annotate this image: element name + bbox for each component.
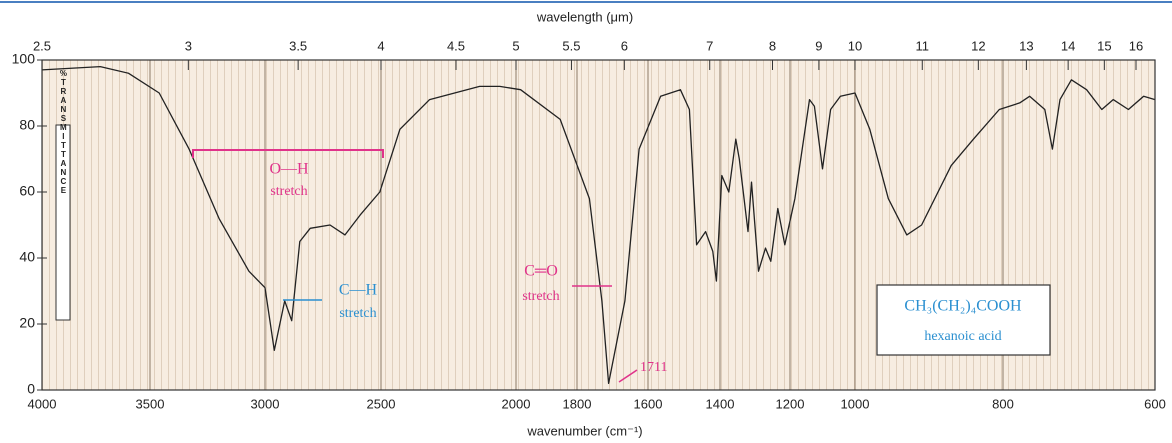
x-tick-label: 3500 <box>136 396 165 411</box>
co-label: stretch <box>522 289 559 304</box>
x2-tick-label: 8 <box>769 38 776 53</box>
x-tick-label: 1400 <box>706 396 735 411</box>
y-axis-title: %TRANSMITTANCE <box>59 69 68 195</box>
x2-tick-label: 4 <box>377 38 384 53</box>
oh-label: stretch <box>270 184 307 199</box>
y-tick-label: 100 <box>12 51 36 67</box>
compound-name: hexanoic acid <box>924 329 1001 344</box>
x2-tick-label: 6 <box>621 38 628 53</box>
x-tick-label: 600 <box>1144 396 1166 411</box>
oh-bracket <box>192 149 384 158</box>
x2-axis-title: wavelength (μm) <box>536 9 633 24</box>
x-tick-label: 800 <box>992 396 1014 411</box>
y-tick-label: 60 <box>19 183 35 199</box>
y-label-box <box>55 124 71 321</box>
x2-tick-label: 2.5 <box>33 38 51 53</box>
x2-tick-label: 3.5 <box>289 38 307 53</box>
x2-tick-label: 9 <box>815 38 822 53</box>
x-tick-label: 1200 <box>776 396 805 411</box>
x2-tick-label: 5 <box>512 38 519 53</box>
plot-frame <box>41 59 1156 391</box>
x2-tick-label: 13 <box>1019 38 1033 53</box>
x2-tick-label: 10 <box>848 38 862 53</box>
x-tick-label: 1800 <box>563 396 592 411</box>
x-tick-label: 2500 <box>367 396 396 411</box>
x2-tick-label: 3 <box>185 38 192 53</box>
x-tick-label: 4000 <box>28 396 57 411</box>
x2-tick-label: 11 <box>916 38 930 53</box>
peak-label: 1711 <box>640 360 667 375</box>
x-tick-label: 2000 <box>502 396 531 411</box>
compound-box <box>876 284 1051 356</box>
x-tick-label: 1000 <box>841 396 870 411</box>
y-tick-label: 80 <box>19 117 35 133</box>
x-axis-title: wavenumber (cm⁻¹) <box>526 423 642 438</box>
spectrum-line <box>41 65 1156 385</box>
x2-tick-label: 4.5 <box>447 38 465 53</box>
x2-tick-label: 5.5 <box>562 38 580 53</box>
x2-tick-label: 16 <box>1129 38 1143 53</box>
peak-pointer <box>618 369 638 383</box>
x2-tick-label: 12 <box>971 38 985 53</box>
x2-tick-label: 15 <box>1097 38 1111 53</box>
oh-label: O—H <box>269 161 309 178</box>
x-tick-label: 3000 <box>251 396 280 411</box>
ch-label: C—H <box>339 282 378 299</box>
x-tick-label: 1600 <box>634 396 663 411</box>
y-tick-label: 0 <box>27 381 35 397</box>
y-tick-label: 40 <box>19 249 35 265</box>
x2-tick-label: 14 <box>1061 38 1075 53</box>
co-label: C═O <box>524 263 558 280</box>
y-tick-label: 20 <box>19 315 35 331</box>
ch-label: stretch <box>339 306 376 321</box>
compound-formula: CH₃(CH₂)₄COOH <box>904 298 1022 315</box>
x2-tick-label: 7 <box>706 38 713 53</box>
